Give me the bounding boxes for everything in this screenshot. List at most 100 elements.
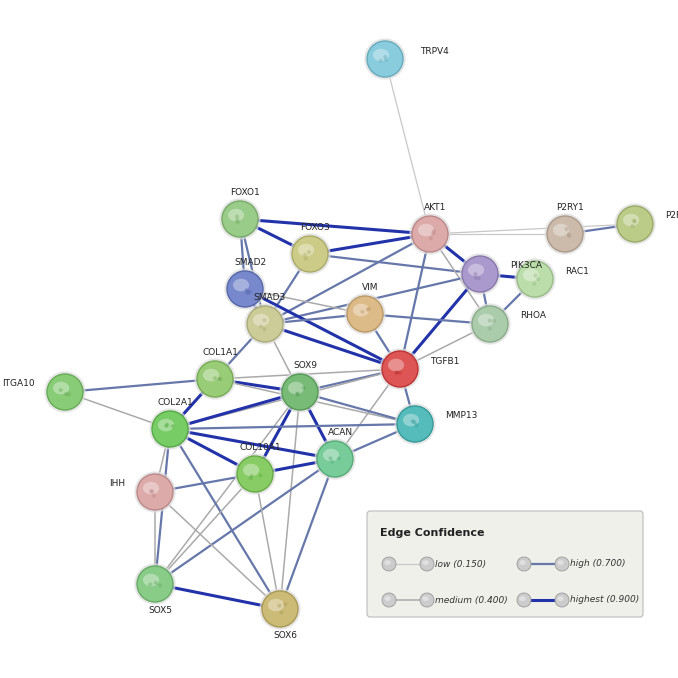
Circle shape	[311, 250, 314, 253]
Circle shape	[615, 204, 655, 244]
Ellipse shape	[158, 419, 174, 431]
Ellipse shape	[384, 560, 391, 565]
Circle shape	[163, 426, 167, 428]
Ellipse shape	[203, 369, 219, 381]
Circle shape	[152, 411, 188, 447]
Circle shape	[254, 471, 257, 473]
Circle shape	[532, 279, 535, 282]
Circle shape	[403, 367, 405, 370]
Circle shape	[397, 367, 400, 370]
Circle shape	[282, 603, 285, 605]
Text: FOXO3: FOXO3	[300, 223, 330, 232]
Ellipse shape	[373, 49, 389, 61]
Text: ACAN: ACAN	[327, 428, 353, 437]
Ellipse shape	[418, 224, 434, 237]
Text: SOX9: SOX9	[293, 361, 317, 370]
Text: SOX6: SOX6	[273, 631, 297, 640]
Circle shape	[537, 276, 540, 279]
Ellipse shape	[53, 382, 69, 395]
Text: highest (0.900): highest (0.900)	[570, 595, 639, 605]
Circle shape	[314, 253, 317, 256]
Ellipse shape	[243, 464, 259, 477]
Circle shape	[382, 557, 396, 571]
Ellipse shape	[422, 596, 428, 601]
Ellipse shape	[353, 304, 369, 317]
Circle shape	[239, 212, 242, 215]
Circle shape	[153, 487, 155, 490]
Circle shape	[432, 237, 435, 239]
Circle shape	[210, 374, 214, 376]
Circle shape	[137, 474, 173, 510]
Ellipse shape	[468, 264, 484, 277]
Circle shape	[220, 199, 260, 239]
Text: P2RY1: P2RY1	[556, 203, 584, 212]
Circle shape	[420, 593, 434, 607]
Ellipse shape	[288, 382, 304, 395]
Ellipse shape	[403, 414, 419, 426]
Circle shape	[490, 327, 492, 330]
Circle shape	[315, 439, 355, 479]
Circle shape	[362, 315, 365, 317]
Circle shape	[60, 389, 63, 392]
Circle shape	[460, 254, 500, 294]
Circle shape	[197, 361, 233, 397]
Circle shape	[150, 409, 190, 449]
Text: AKT1: AKT1	[424, 203, 446, 212]
Circle shape	[555, 557, 569, 571]
Text: TGFB1: TGFB1	[430, 357, 460, 365]
Circle shape	[420, 557, 434, 571]
Circle shape	[257, 470, 260, 473]
Text: SMAD3: SMAD3	[254, 293, 286, 302]
Circle shape	[208, 380, 212, 382]
Circle shape	[562, 236, 565, 239]
Circle shape	[517, 593, 531, 607]
Circle shape	[395, 404, 435, 444]
Circle shape	[555, 593, 569, 607]
Circle shape	[247, 283, 250, 286]
Circle shape	[149, 577, 152, 580]
Circle shape	[47, 374, 83, 410]
Circle shape	[410, 214, 450, 254]
Circle shape	[517, 557, 531, 571]
Circle shape	[282, 608, 285, 612]
Circle shape	[545, 214, 585, 254]
Circle shape	[280, 372, 320, 412]
Ellipse shape	[557, 560, 563, 565]
Circle shape	[333, 452, 336, 456]
Circle shape	[383, 62, 386, 65]
Text: RHOA: RHOA	[520, 311, 546, 321]
Ellipse shape	[478, 314, 494, 326]
Ellipse shape	[519, 560, 525, 565]
Circle shape	[237, 456, 273, 492]
Ellipse shape	[623, 214, 639, 226]
Circle shape	[235, 454, 275, 494]
Circle shape	[380, 349, 420, 389]
Circle shape	[412, 419, 416, 422]
Circle shape	[153, 580, 156, 582]
Circle shape	[528, 279, 531, 282]
Circle shape	[494, 322, 496, 325]
Circle shape	[308, 256, 312, 259]
Ellipse shape	[523, 268, 539, 281]
Circle shape	[347, 296, 383, 332]
Circle shape	[382, 351, 418, 387]
Circle shape	[367, 41, 403, 77]
Circle shape	[382, 62, 385, 64]
Circle shape	[260, 319, 263, 322]
Circle shape	[494, 322, 497, 325]
Circle shape	[195, 359, 235, 399]
Circle shape	[369, 308, 372, 311]
Circle shape	[339, 457, 342, 460]
Circle shape	[631, 219, 633, 222]
Circle shape	[317, 441, 353, 477]
Text: COL1A1: COL1A1	[202, 348, 238, 357]
Circle shape	[515, 259, 555, 299]
Ellipse shape	[384, 596, 391, 601]
Circle shape	[233, 218, 237, 222]
Circle shape	[416, 425, 418, 428]
Ellipse shape	[268, 599, 284, 612]
Circle shape	[479, 267, 483, 271]
Text: FOXO1: FOXO1	[230, 188, 260, 197]
Circle shape	[462, 256, 498, 292]
Text: COL2A1: COL2A1	[157, 398, 193, 407]
